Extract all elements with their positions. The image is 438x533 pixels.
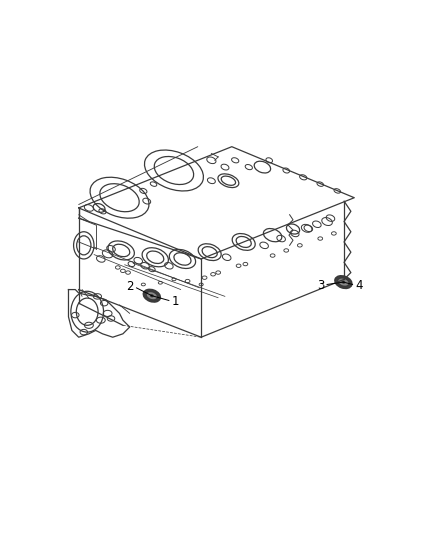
Text: 2: 2 [125, 280, 133, 293]
Ellipse shape [337, 278, 349, 286]
Ellipse shape [143, 289, 160, 302]
Text: 1: 1 [171, 295, 178, 308]
Ellipse shape [341, 281, 344, 283]
Text: 4: 4 [354, 279, 362, 292]
Ellipse shape [334, 276, 351, 288]
Ellipse shape [145, 292, 157, 300]
Ellipse shape [150, 295, 153, 297]
Text: 3: 3 [316, 279, 324, 292]
